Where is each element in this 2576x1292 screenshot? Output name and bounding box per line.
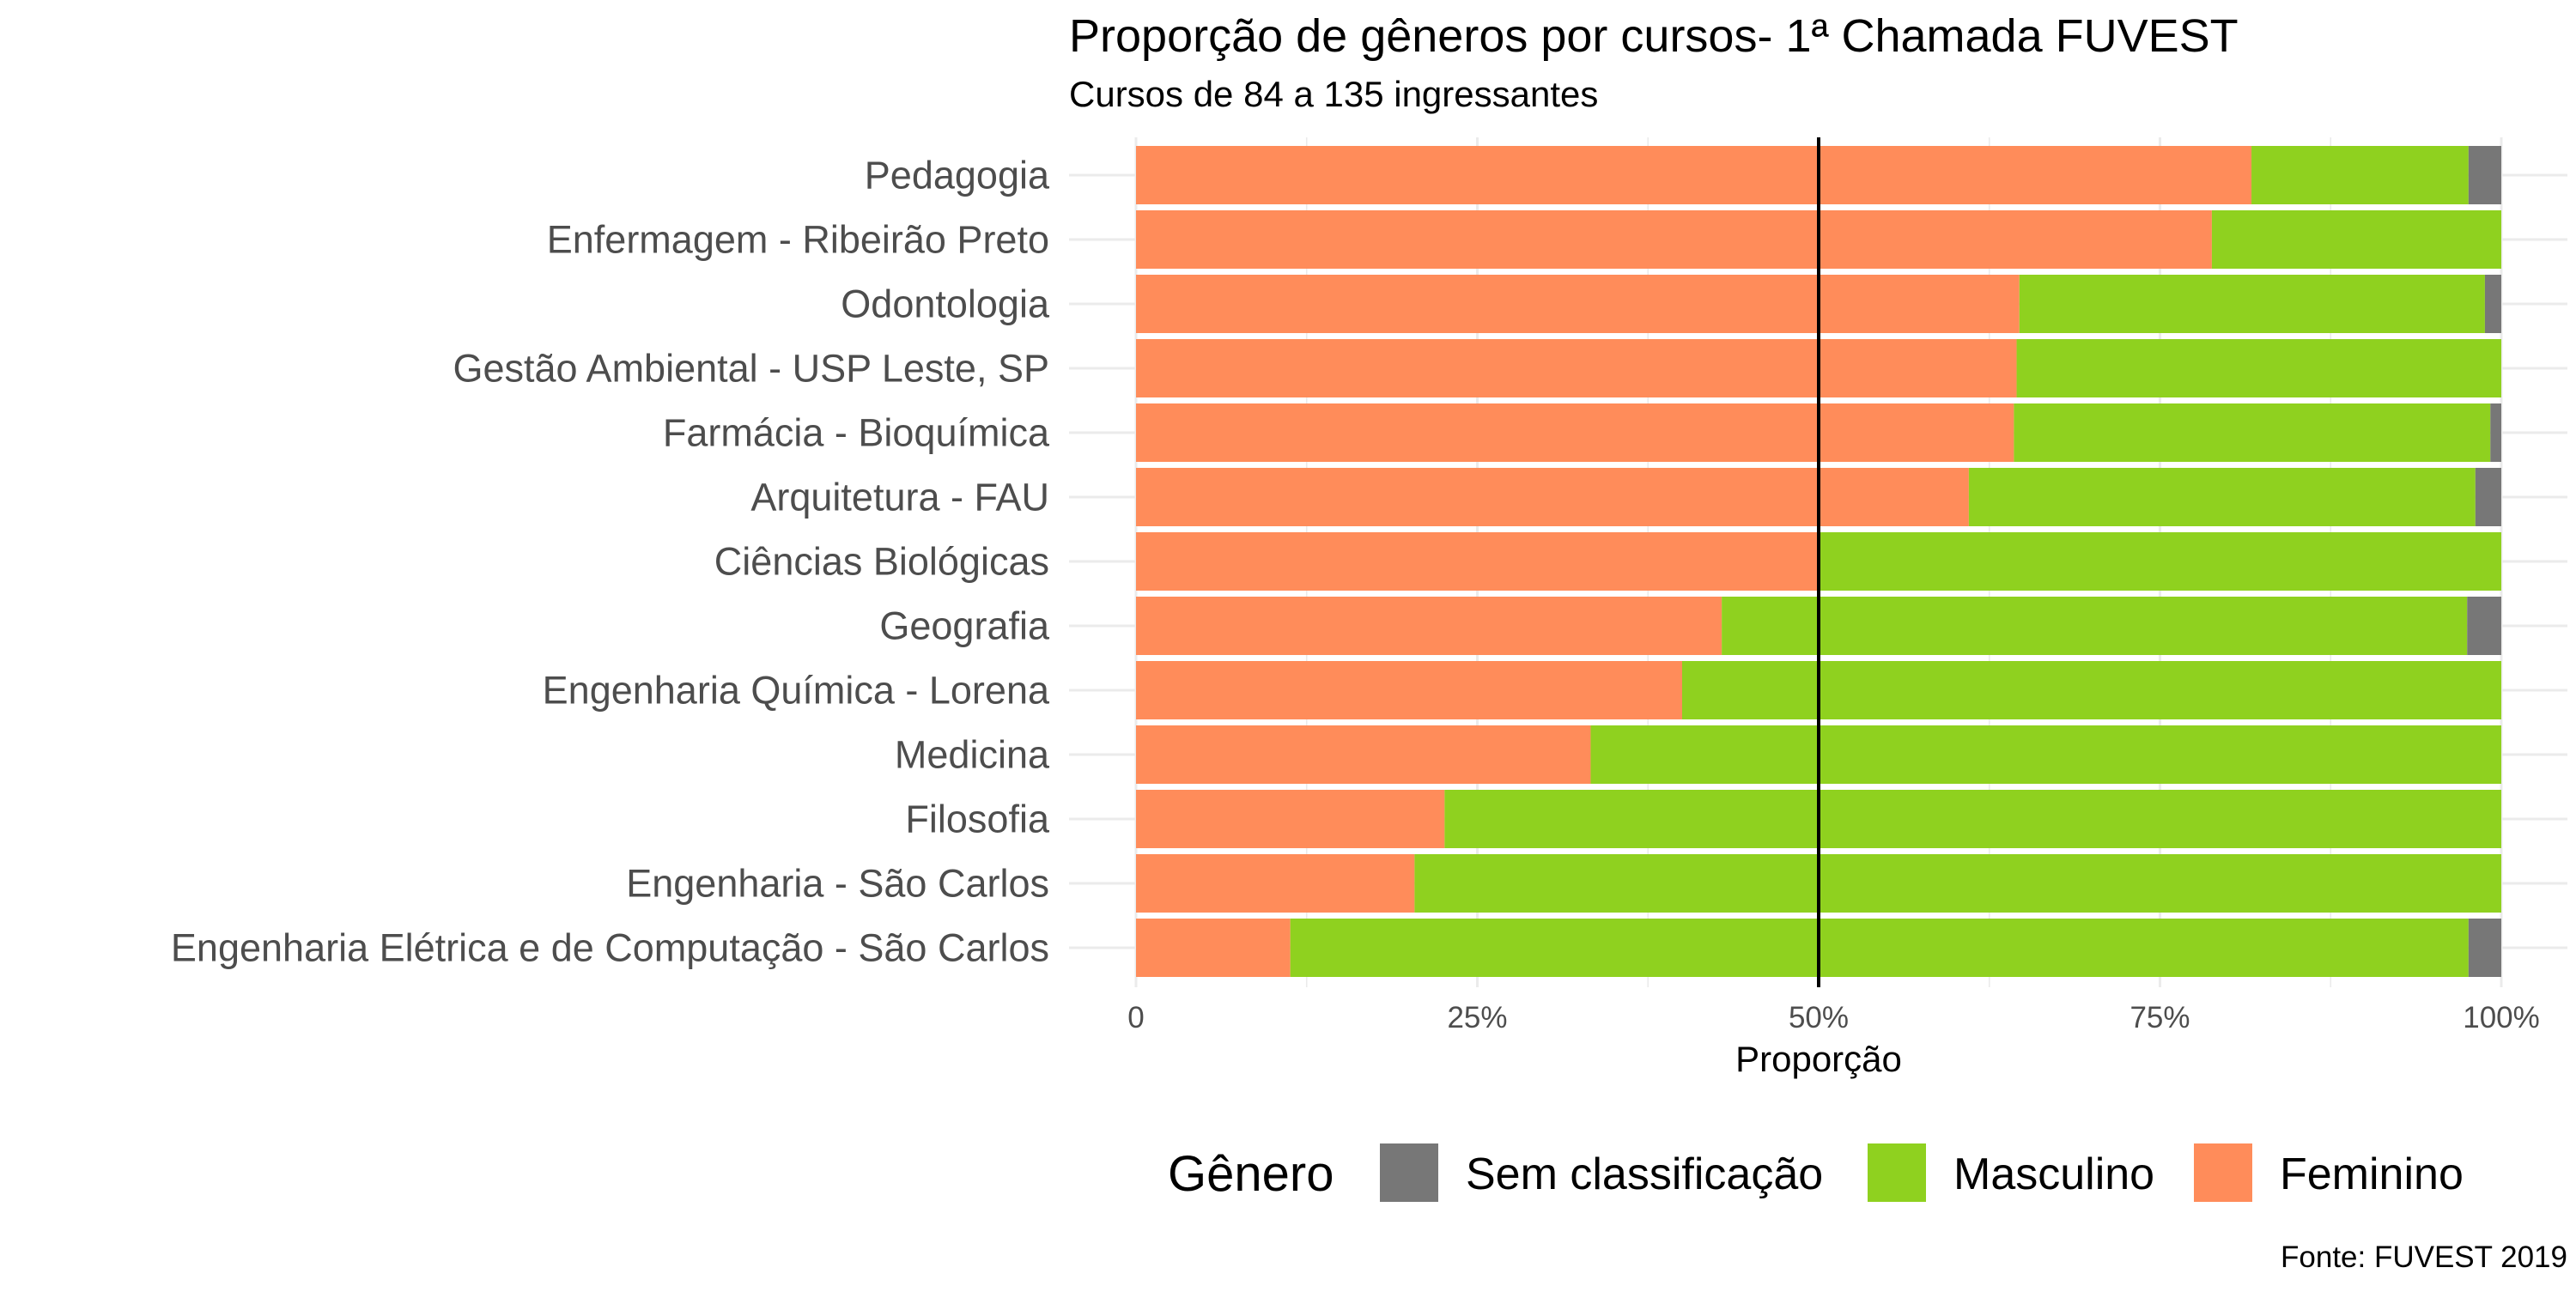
category-label: Engenharia - São Carlos [626, 862, 1049, 906]
bar-feminino [1136, 468, 1969, 526]
legend-title: Gênero [1168, 1146, 1334, 1202]
x-tick-label: 100% [2463, 1001, 2540, 1034]
bar-sem-classifica-o [2490, 403, 2501, 462]
category-label: Engenharia Elétrica e de Computação - Sã… [171, 926, 1049, 970]
category-label: Pedagogia [865, 154, 1050, 197]
bar-masculino [1819, 532, 2501, 591]
legend-swatch [1380, 1143, 1438, 1202]
category-label: Filosofia [905, 798, 1050, 841]
category-label: Ciências Biológicas [714, 540, 1049, 584]
bar-masculino [1290, 919, 2469, 977]
legend-swatch [2194, 1143, 2252, 1202]
x-axis-title: Proporção [1735, 1039, 1902, 1079]
legend: Gênero Sem classificação Masculino Feminin… [1168, 1143, 2464, 1202]
bar-sem-classifica-o [2468, 919, 2501, 977]
legend-label: Sem classificação [1466, 1149, 1823, 1199]
bar-feminino [1136, 210, 2212, 269]
category-label: Gestão Ambiental - USP Leste, SP [453, 347, 1049, 391]
bar-masculino [2016, 339, 2501, 397]
bar-feminino [1136, 275, 2020, 333]
category-label: Arquitetura - FAU [750, 476, 1049, 519]
bar-feminino [1136, 919, 1291, 977]
bar-masculino [1590, 725, 2501, 784]
bar-feminino [1136, 661, 1682, 719]
bar-masculino [1722, 597, 2468, 655]
x-tick-label: 75% [2129, 1001, 2190, 1034]
category-label: Enfermagem - Ribeirão Preto [547, 218, 1049, 262]
bar-sem-classifica-o [2467, 597, 2501, 655]
category-label: Odontologia [841, 282, 1050, 326]
x-tick-label: 0 [1127, 1001, 1144, 1034]
bar-masculino [2019, 275, 2485, 333]
bar-feminino [1136, 854, 1415, 913]
bar-masculino [2211, 210, 2501, 269]
bar-sem-classifica-o [2475, 468, 2501, 526]
legend-label: Masculino [1953, 1149, 2154, 1199]
x-tick-label: 50% [1789, 1001, 1849, 1034]
category-label: Farmácia - Bioquímica [663, 411, 1050, 455]
category-label: Medicina [895, 733, 1050, 777]
chart-subtitle: Cursos de 84 a 135 ingressantes [1069, 74, 1598, 114]
chart-caption: Fonte: FUVEST 2019 [2281, 1240, 2567, 1274]
category-label: Engenharia Química - Lorena [543, 669, 1050, 713]
bar-feminino [1136, 597, 1722, 655]
bar-feminino [1136, 339, 2017, 397]
bar-masculino [1968, 468, 2476, 526]
bar-masculino [1414, 854, 2501, 913]
bars [1136, 146, 2501, 977]
bar-sem-classifica-o [2484, 275, 2501, 333]
legend-swatch [1868, 1143, 1926, 1202]
legend-label: Feminino [2280, 1149, 2464, 1199]
bar-feminino [1136, 532, 1819, 591]
bar-feminino [1136, 725, 1591, 784]
bar-masculino [2251, 146, 2469, 204]
bar-masculino [1444, 790, 2501, 848]
bar-masculino [2014, 403, 2491, 462]
bar-feminino [1136, 146, 2252, 204]
bar-feminino [1136, 790, 1445, 848]
bar-feminino [1136, 403, 2014, 462]
category-label: Geografia [879, 604, 1050, 648]
bar-sem-classifica-o [2468, 146, 2501, 204]
x-tick-labels: 0 25% 50% 75% 100% [1127, 1001, 2540, 1034]
bar-masculino [1682, 661, 2501, 719]
chart-title: Proporção de gêneros por cursos- 1ª Cham… [1069, 10, 2239, 62]
category-labels: Pedagogia Enfermagem - Ribeirão Preto Odon… [171, 154, 1050, 970]
x-tick-label: 25% [1447, 1001, 1507, 1034]
